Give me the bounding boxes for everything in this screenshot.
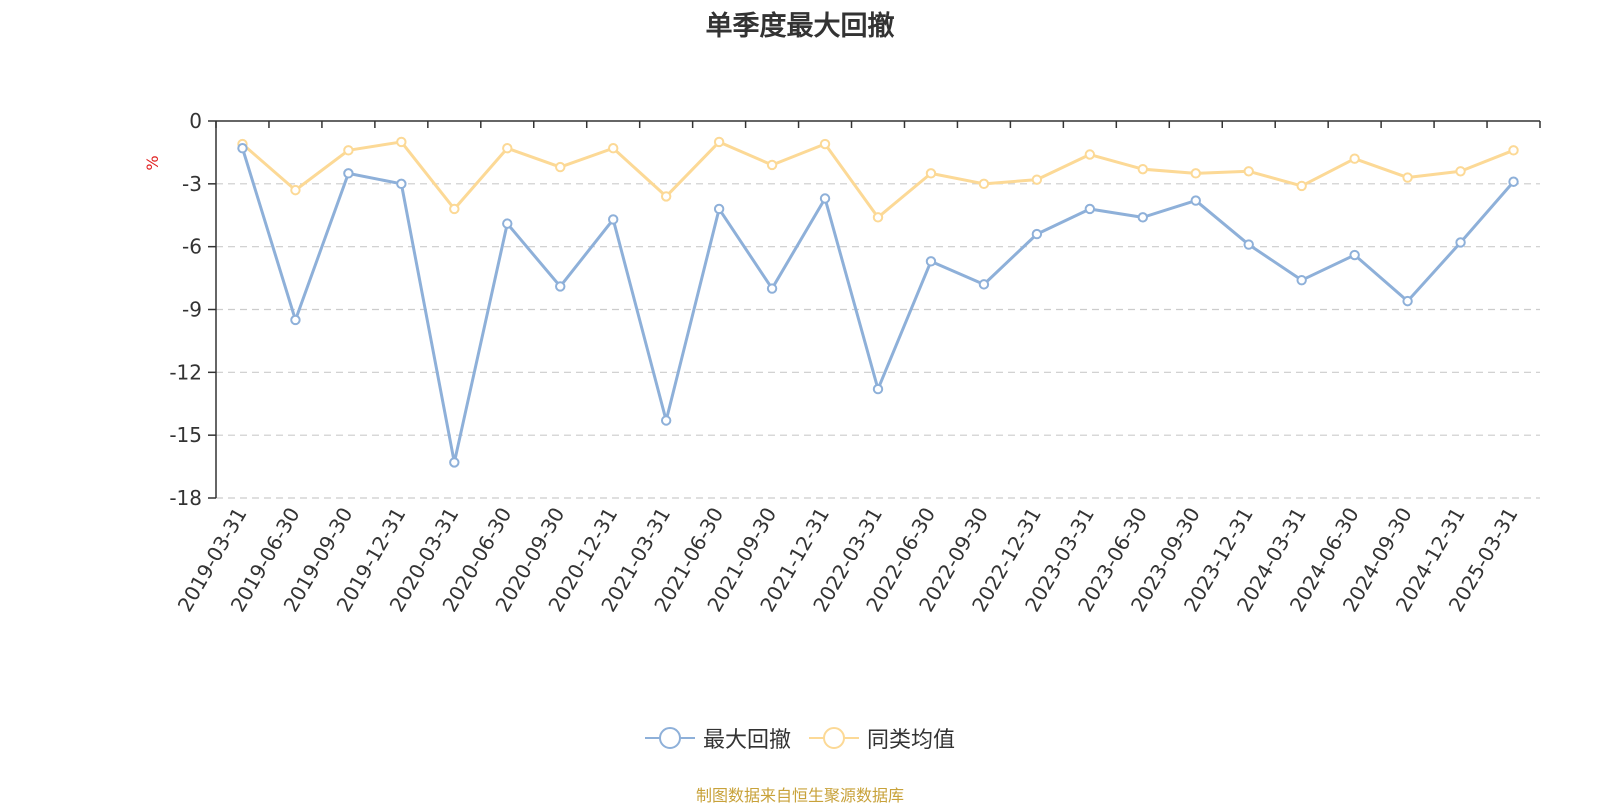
series-max-drawdown: [237, 143, 1519, 468]
legend-item-category-average[interactable]: 同类均值: [809, 722, 955, 754]
legend: 最大回撤 同类均值: [0, 722, 1600, 754]
data-point[interactable]: [819, 193, 831, 204]
data-point[interactable]: [502, 143, 513, 154]
data-point[interactable]: [660, 415, 672, 426]
data-point[interactable]: [925, 256, 937, 267]
y-tick-label: 0: [189, 109, 202, 133]
data-point[interactable]: [1243, 166, 1254, 177]
data-point[interactable]: [1031, 174, 1043, 185]
data-point[interactable]: [608, 143, 619, 154]
data-point[interactable]: [978, 279, 990, 290]
data-point[interactable]: [237, 143, 248, 154]
data-point[interactable]: [343, 145, 354, 156]
y-tick-label: -12: [169, 360, 202, 384]
data-point[interactable]: [343, 168, 354, 179]
source-note: 制图数据来自恒生聚源数据库: [695, 786, 904, 805]
data-point[interactable]: [1296, 274, 1307, 286]
data-point[interactable]: [1402, 295, 1413, 307]
data-point[interactable]: [1084, 149, 1096, 160]
data-point[interactable]: [1508, 176, 1519, 187]
y-tick-labels: 0 -3 -6 -9 -12 -15 -18: [169, 109, 202, 510]
data-point[interactable]: [1349, 153, 1360, 164]
y-tick-label: -3: [182, 172, 202, 196]
legend-label-category-average: 同类均值: [867, 728, 956, 753]
data-point[interactable]: [713, 136, 725, 148]
data-point[interactable]: [872, 212, 884, 223]
data-point[interactable]: [1190, 195, 1201, 206]
data-point[interactable]: [1455, 237, 1466, 248]
data-point[interactable]: [1190, 168, 1201, 179]
x-tick-labels: 2019-03-312019-06-302019-09-302019-12-31…: [173, 503, 1523, 616]
legend-symbol-category-average-icon: [809, 727, 859, 749]
data-point[interactable]: [1137, 212, 1149, 223]
data-point[interactable]: [290, 314, 301, 326]
y-tick-label: -9: [182, 298, 202, 322]
chart-title: 单季度最大回撤: [705, 11, 895, 42]
data-point[interactable]: [713, 203, 725, 215]
data-point[interactable]: [978, 178, 990, 190]
data-point[interactable]: [449, 203, 460, 215]
data-point[interactable]: [396, 136, 407, 148]
data-series: [237, 136, 1519, 468]
series-category-average: [237, 136, 1519, 223]
series-line: [241, 147, 1515, 464]
data-point[interactable]: [660, 191, 672, 202]
data-point[interactable]: [766, 159, 778, 171]
y-tick-label: -15: [169, 423, 202, 447]
legend-label-max-drawdown: 最大回撤: [702, 728, 791, 753]
data-point[interactable]: [1349, 249, 1360, 261]
axes: [208, 120, 1541, 499]
data-point[interactable]: [449, 457, 460, 468]
grid-lines: [216, 183, 1540, 499]
data-point[interactable]: [766, 283, 778, 294]
legend-symbol-max-drawdown-icon: [644, 727, 695, 749]
data-point[interactable]: [1455, 166, 1466, 177]
data-point[interactable]: [872, 383, 884, 395]
data-point[interactable]: [925, 168, 937, 179]
data-point[interactable]: [555, 161, 566, 173]
data-point[interactable]: [1243, 239, 1254, 250]
data-point[interactable]: [502, 218, 513, 229]
data-point[interactable]: [1508, 145, 1519, 156]
data-point[interactable]: [555, 281, 566, 292]
data-point[interactable]: [608, 214, 619, 225]
data-point[interactable]: [396, 178, 407, 190]
series-line: [241, 140, 1515, 219]
data-point[interactable]: [1084, 203, 1096, 215]
data-point[interactable]: [1137, 163, 1149, 175]
data-point[interactable]: [1031, 228, 1043, 240]
data-point[interactable]: [819, 138, 831, 150]
y-tick-label: -6: [182, 235, 202, 259]
legend-item-max-drawdown[interactable]: 最大回撤: [644, 722, 791, 754]
data-point[interactable]: [290, 184, 301, 196]
y-axis-unit-label: %: [143, 155, 162, 170]
data-point[interactable]: [1402, 172, 1413, 183]
data-point[interactable]: [1296, 180, 1307, 192]
y-tick-label: -18: [169, 486, 202, 510]
